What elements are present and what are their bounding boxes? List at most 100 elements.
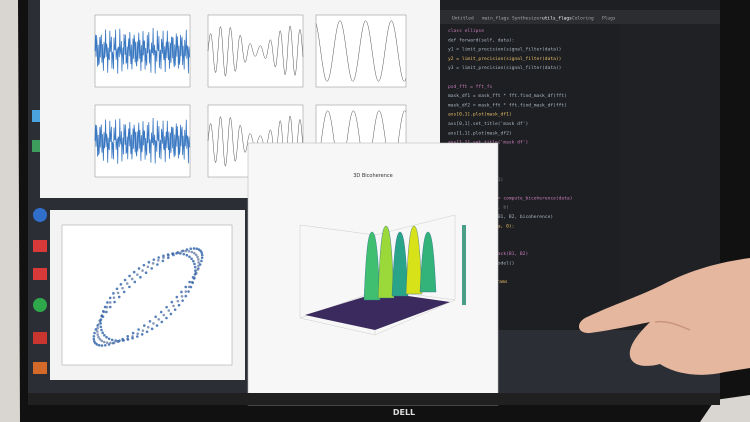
scatter-point bbox=[197, 258, 200, 261]
scatter-point bbox=[137, 267, 141, 270]
scatter-point bbox=[182, 252, 186, 256]
code-line: mask_df1 = mask_fft * fft.find_mask_df(f… bbox=[448, 93, 567, 99]
scatter-point bbox=[193, 273, 197, 276]
scatter-point bbox=[167, 309, 171, 312]
scatter-point bbox=[128, 274, 131, 278]
scatter-point bbox=[97, 343, 101, 347]
scatter-point bbox=[180, 290, 183, 294]
scatter-point bbox=[146, 265, 150, 269]
scatter-point bbox=[169, 312, 173, 316]
scatter-point bbox=[193, 265, 197, 269]
scatter-point bbox=[122, 339, 125, 342]
editor-tabs: Untitled main_flags Synthesizer utils_flags… bbox=[452, 16, 616, 22]
scatter-point bbox=[194, 253, 198, 257]
colorbar bbox=[462, 225, 466, 305]
scatter-point bbox=[192, 251, 196, 255]
code-line: y1 = limit_precision(signal_filter(data)… bbox=[448, 47, 561, 53]
scatter-point bbox=[105, 341, 109, 345]
scatter-point bbox=[103, 305, 107, 309]
plot-3d-window bbox=[247, 142, 499, 406]
scatter-point bbox=[99, 322, 102, 325]
scatter-point bbox=[125, 282, 129, 285]
scatter-point bbox=[109, 341, 112, 345]
scatter-point bbox=[200, 251, 204, 254]
scatter-point bbox=[99, 325, 103, 329]
scatter-point bbox=[97, 323, 100, 326]
scatter-point bbox=[132, 270, 136, 274]
scatter-point bbox=[166, 253, 170, 256]
scatter-point bbox=[105, 310, 108, 314]
scatter-point bbox=[172, 304, 175, 308]
scatter-point bbox=[100, 328, 103, 332]
scatter-point bbox=[93, 331, 96, 335]
scatter-point bbox=[101, 310, 105, 313]
scatter-point bbox=[156, 263, 159, 266]
hand-crease bbox=[654, 320, 691, 331]
editor-tab: main_flags bbox=[482, 16, 509, 22]
scatter-point bbox=[100, 339, 104, 343]
subplot-axes bbox=[315, 14, 407, 88]
scatter-point bbox=[92, 334, 96, 338]
scatter-point bbox=[131, 331, 135, 335]
scatter-point bbox=[105, 335, 108, 339]
code-line: def forward(self, data): bbox=[448, 37, 514, 43]
code-line: y2 = limit_precision(signal_filter(data)… bbox=[448, 56, 561, 62]
subplot-line bbox=[315, 20, 407, 82]
scatter-point bbox=[196, 268, 199, 271]
scatter-axes bbox=[61, 224, 233, 366]
editor-tab: Synthesizer bbox=[512, 16, 542, 22]
surface-peak bbox=[391, 231, 409, 297]
scatter-point bbox=[110, 338, 114, 342]
code-line: mask_df2 = mask_fft * fft.find_mask_df(f… bbox=[448, 102, 567, 108]
scatter-point bbox=[108, 305, 112, 309]
scatter-point bbox=[160, 320, 164, 324]
scatter-point bbox=[102, 340, 106, 344]
subplot-axes bbox=[207, 14, 304, 88]
scatter-point bbox=[159, 310, 163, 314]
scatter-point bbox=[192, 277, 196, 280]
scatter-point bbox=[187, 290, 190, 293]
scatter-point bbox=[200, 259, 203, 263]
scatter-point bbox=[189, 285, 193, 289]
scatter-point bbox=[96, 333, 99, 336]
brand-logo: DELL bbox=[393, 408, 415, 417]
scatter-point bbox=[140, 333, 144, 336]
scatter-point bbox=[200, 256, 204, 260]
scatter-point bbox=[121, 286, 124, 290]
scatter-point bbox=[136, 335, 139, 338]
scatter-point bbox=[92, 340, 96, 343]
scatter-point bbox=[112, 341, 116, 344]
scatter-point bbox=[173, 308, 177, 311]
code-line: y3 = limit_precision(signal_filter(data)… bbox=[448, 65, 561, 71]
scatter-point bbox=[141, 329, 145, 332]
scatter-point bbox=[197, 264, 200, 268]
scatter-point bbox=[171, 252, 174, 255]
hand bbox=[578, 258, 750, 375]
scatter-point bbox=[150, 267, 154, 270]
scatter-point bbox=[99, 318, 103, 321]
scatter-point bbox=[114, 339, 117, 342]
scatter-point bbox=[113, 300, 116, 304]
surface-peak bbox=[405, 225, 423, 295]
code-line: B1, B2 = calc_bmi(B1, B2, bicoherence) bbox=[448, 214, 553, 220]
scatter-points bbox=[92, 247, 204, 347]
scatter-point bbox=[116, 291, 120, 295]
scatter-point bbox=[193, 262, 196, 266]
scatter-point bbox=[97, 335, 100, 339]
scatter-point bbox=[147, 260, 151, 264]
scatter-point bbox=[177, 303, 181, 307]
subplot-line bbox=[94, 117, 191, 164]
scatter-point bbox=[148, 320, 152, 323]
scatter-point bbox=[184, 285, 188, 289]
scatter-point bbox=[192, 247, 196, 250]
scatter-point bbox=[106, 301, 109, 304]
scatter-point bbox=[157, 256, 160, 259]
scatter-point bbox=[196, 255, 199, 259]
scatter-point bbox=[184, 249, 187, 253]
scatter-point bbox=[92, 337, 96, 341]
scatter-point bbox=[98, 337, 102, 341]
scatter-point bbox=[108, 296, 112, 300]
scatter-point bbox=[151, 262, 155, 265]
